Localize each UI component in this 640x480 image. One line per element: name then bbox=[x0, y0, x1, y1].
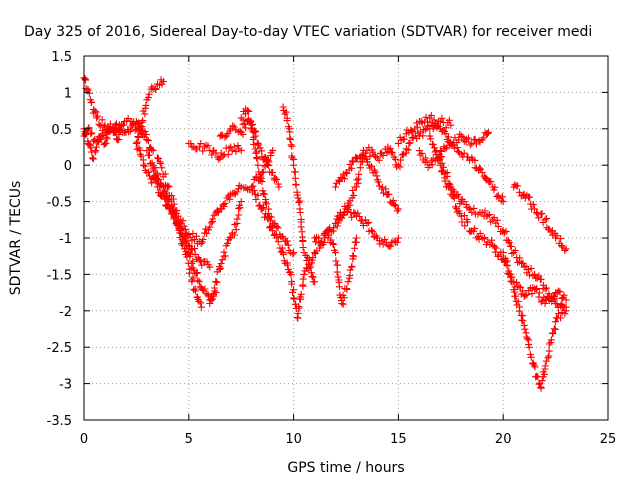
data-markers-track-15 bbox=[311, 226, 360, 308]
x-tick-label: 0 bbox=[80, 432, 88, 447]
data-markers-track-22 bbox=[499, 249, 570, 392]
y-tick-label: -2 bbox=[59, 305, 72, 320]
data-markers-track-9 bbox=[185, 139, 245, 163]
series-track-7 bbox=[143, 147, 214, 271]
series-track-11 bbox=[216, 116, 283, 191]
x-tick-label: 20 bbox=[495, 432, 512, 447]
y-tick-label: 1 bbox=[64, 86, 72, 101]
series-track-23 bbox=[510, 181, 570, 254]
data-markers-track-14 bbox=[279, 103, 319, 286]
data-markers-track-23 bbox=[510, 181, 570, 254]
x-tick-label: 25 bbox=[600, 432, 617, 447]
series-track-19 bbox=[415, 128, 492, 171]
data-markers-track-19 bbox=[415, 128, 492, 171]
data-markers-track-12 bbox=[237, 105, 298, 258]
y-tick-label: -2.5 bbox=[47, 341, 72, 356]
y-tick-label: 0 bbox=[64, 159, 72, 174]
data-markers-track-17 bbox=[332, 150, 402, 227]
series-track-15 bbox=[311, 226, 360, 308]
data-markers-track-18 bbox=[394, 111, 507, 206]
series-track-21 bbox=[436, 153, 570, 318]
y-tick-label: -3 bbox=[59, 378, 72, 393]
x-axis: 0 5 10 15 20 25 bbox=[80, 56, 616, 447]
y-tick-label: 0.5 bbox=[51, 123, 72, 138]
series-track-18 bbox=[394, 111, 507, 206]
x-tick-label: 10 bbox=[285, 432, 302, 447]
y-tick-label: -1 bbox=[59, 232, 72, 247]
chart-title: Day 325 of 2016, Sidereal Day-to-day VTE… bbox=[24, 24, 592, 40]
y-tick-label: 1.5 bbox=[51, 50, 72, 65]
series-track-14 bbox=[279, 103, 319, 286]
series-track-10 bbox=[206, 198, 245, 307]
y-tick-label: -1.5 bbox=[47, 268, 72, 283]
y-axis: 1.5 1 0.5 0 -0.5 -1 -1.5 -2 -2.5 -3 -3.5 bbox=[47, 50, 608, 429]
x-axis-label: GPS time / hours bbox=[287, 460, 404, 476]
y-tick-label: -0.5 bbox=[47, 196, 72, 211]
data-markers-track-21 bbox=[436, 153, 570, 318]
data-markers-track-11 bbox=[216, 116, 283, 191]
series-track-17 bbox=[332, 150, 402, 227]
x-tick-label: 5 bbox=[185, 432, 193, 447]
x-tick-label: 15 bbox=[390, 432, 407, 447]
series-track-22 bbox=[499, 249, 570, 392]
data-markers-track-10 bbox=[206, 198, 245, 307]
series-track-9 bbox=[185, 139, 245, 163]
y-axis-label: SDTVAR / TECUs bbox=[8, 181, 24, 296]
y-tick-label: -3.5 bbox=[47, 414, 72, 429]
series-track-12 bbox=[237, 105, 298, 258]
plot-area bbox=[80, 74, 570, 392]
data-markers-track-7 bbox=[143, 147, 214, 271]
